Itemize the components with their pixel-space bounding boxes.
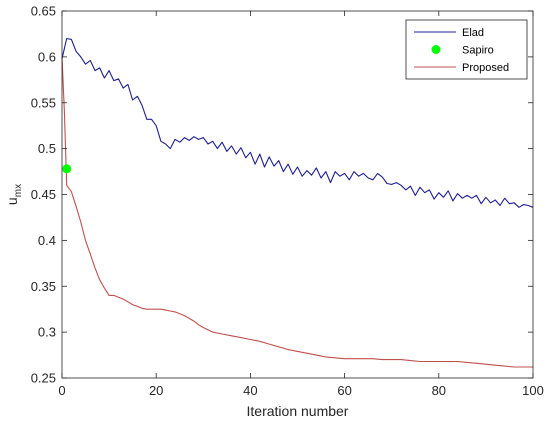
- y-tick-label: 0.4: [38, 233, 56, 248]
- y-tick-label: 0.3: [38, 325, 56, 340]
- series-proposed-line: [61, 56, 533, 368]
- x-tick-label: 20: [149, 383, 163, 398]
- legend-swatch-sapiro: [431, 45, 441, 54]
- y-tick-label: 0.5: [38, 141, 56, 156]
- y-tick-label: 0.25: [31, 371, 56, 386]
- x-axis-label: Iteration number: [247, 403, 349, 419]
- y-tick-label: 0.55: [31, 95, 56, 110]
- y-axis-label-group: umx: [4, 184, 24, 205]
- x-tick-label: 0: [58, 383, 65, 398]
- y-tick-label: 0.45: [31, 187, 56, 202]
- y-tick-label: 0.65: [31, 4, 56, 19]
- chart-marks: [61, 37, 534, 368]
- axis-ticks: 0 20 40 60 80 100 0.25 0.3 0.35 0.4 0.45 0.5 0.55 0.6…: [31, 4, 544, 399]
- legend-label-elad: Elad: [462, 27, 484, 39]
- x-tick-label: 100: [522, 383, 544, 398]
- y-tick-label: 0.35: [31, 279, 56, 294]
- y-axis-label-subscript: mx: [13, 184, 24, 197]
- x-tick-label: 80: [432, 383, 446, 398]
- legend-label-sapiro: Sapiro: [462, 45, 494, 57]
- y-axis-label: umx: [4, 184, 24, 205]
- y-axis-label-main: u: [4, 197, 20, 205]
- legend: Elad Sapiro Proposed: [405, 19, 528, 80]
- series-sapiro-point: [62, 164, 72, 174]
- x-tick-label: 40: [243, 383, 257, 398]
- legend-label-proposed: Proposed: [462, 62, 509, 74]
- legend-box: [405, 19, 528, 80]
- series-elad-line: [61, 37, 534, 208]
- y-tick-label: 0.6: [38, 49, 56, 64]
- x-tick-label: 60: [337, 383, 351, 398]
